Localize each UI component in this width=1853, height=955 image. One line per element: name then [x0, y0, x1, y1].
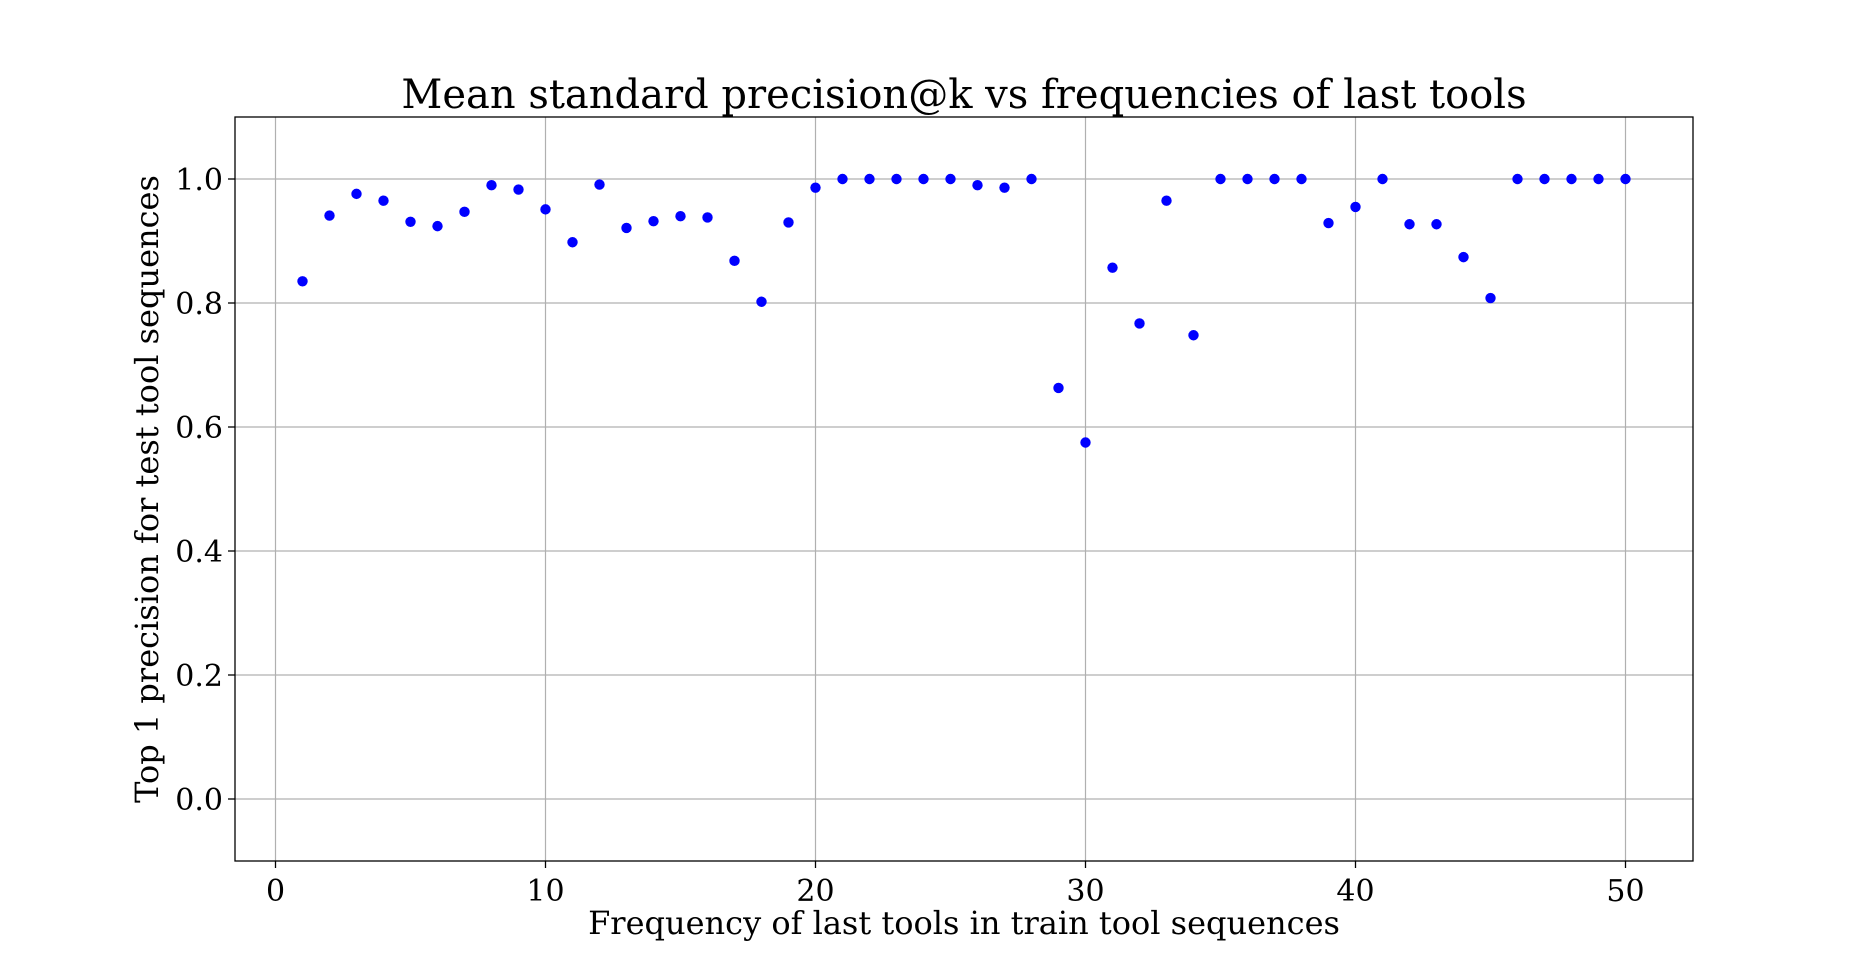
data-point: [1107, 262, 1118, 273]
x-tick-label: 30: [1066, 874, 1104, 909]
data-point: [351, 188, 362, 200]
data-point: [972, 180, 983, 191]
data-point: [945, 173, 956, 185]
data-point: [918, 173, 929, 185]
data-point: [594, 179, 605, 190]
data-point: [864, 173, 875, 185]
x-tick-label: 10: [526, 874, 564, 909]
x-tick-label: 40: [1336, 874, 1374, 909]
grid-layer: [235, 117, 1693, 861]
data-point: [513, 184, 524, 195]
data-point: [1323, 217, 1334, 229]
data-point: [1269, 173, 1280, 185]
data-point: [1377, 173, 1388, 185]
x-tick-label: 0: [266, 874, 285, 909]
data-point: [297, 276, 308, 287]
chart-title: Mean standard precision@k vs frequencies…: [401, 72, 1526, 118]
data-point: [648, 215, 659, 227]
plot-frame: [234, 116, 1694, 862]
data-point: [1188, 330, 1199, 341]
data-point: [378, 195, 389, 206]
x-axis-label: Frequency of last tools in train tool se…: [588, 904, 1340, 942]
y-tick-label: 0.4: [175, 535, 223, 570]
data-point: [1512, 173, 1523, 185]
data-point: [540, 204, 551, 215]
data-point: [756, 296, 767, 307]
data-point: [621, 222, 632, 234]
data-point: [702, 212, 713, 223]
data-point: [1539, 173, 1550, 185]
data-point: [1485, 292, 1496, 304]
ticks-layer: 0 10 20 30 40 50 0.0 0.2 0.4 0.6 0.8 1.0: [175, 163, 1644, 909]
data-point: [891, 173, 902, 185]
data-point: [567, 237, 578, 248]
data-point: [486, 180, 497, 191]
data-point: [432, 220, 443, 232]
data-point: [1134, 318, 1145, 329]
data-point: [729, 255, 740, 267]
data-point: [837, 173, 848, 185]
data-point: [1458, 251, 1469, 263]
data-point: [1593, 173, 1604, 185]
y-tick-label: 1.0: [175, 163, 223, 198]
data-point: [1620, 173, 1631, 185]
data-point: [1053, 382, 1064, 394]
data-point: [1026, 173, 1037, 185]
x-tick-label: 50: [1606, 874, 1644, 909]
data-point: [1431, 219, 1442, 230]
data-point: [1080, 437, 1091, 448]
data-point: [783, 217, 794, 228]
data-point: [1566, 173, 1577, 185]
data-point: [1161, 195, 1172, 206]
data-point: [1215, 173, 1226, 185]
y-axis-label: Top 1 precision for test tool sequences: [128, 175, 166, 803]
points-layer: [297, 173, 1631, 448]
data-point: [675, 211, 686, 222]
data-point: [1242, 173, 1253, 185]
data-point: [1296, 173, 1307, 185]
data-point: [324, 210, 335, 221]
data-point: [999, 182, 1010, 193]
data-point: [810, 182, 821, 193]
x-tick-label: 20: [796, 874, 834, 909]
y-tick-label: 0.8: [175, 287, 223, 322]
y-tick-label: 0.0: [175, 783, 223, 818]
y-tick-label: 0.2: [175, 659, 223, 694]
y-tick-label: 0.6: [175, 411, 223, 446]
data-point: [1350, 201, 1361, 213]
data-point: [405, 216, 416, 227]
data-point: [459, 206, 470, 218]
data-point: [1404, 219, 1415, 230]
